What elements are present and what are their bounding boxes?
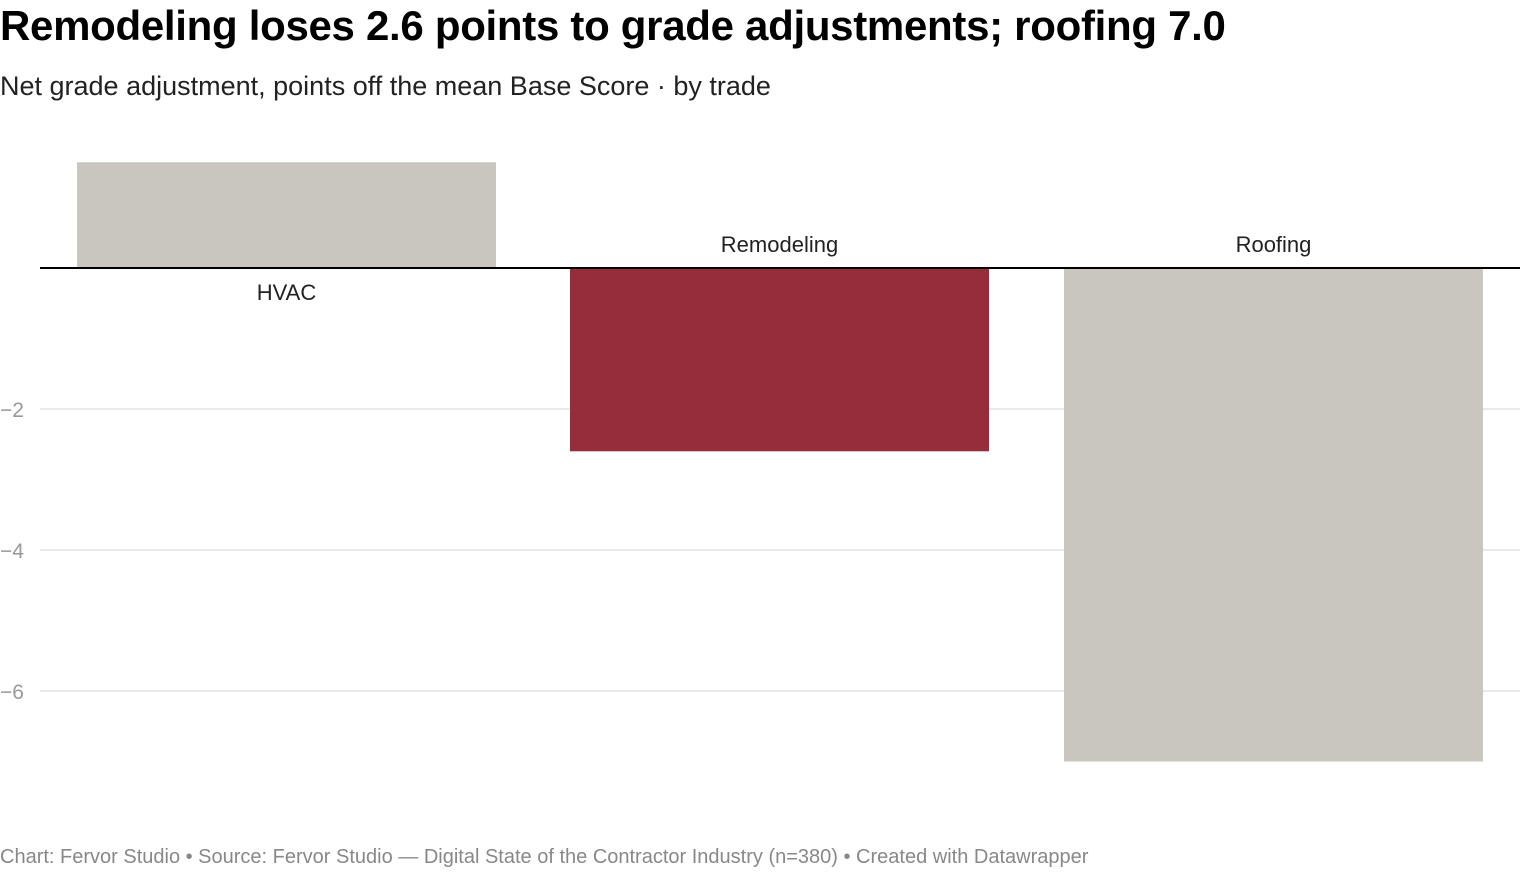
bar-label-hvac: HVAC: [257, 280, 317, 305]
y-tick-label: −6: [0, 681, 24, 704]
chart-title: Remodeling loses 2.6 points to grade adj…: [0, 2, 1226, 49]
bar-hvac: [77, 162, 496, 268]
bar-roofing: [1064, 268, 1483, 762]
bars: [77, 162, 1483, 762]
bar-label-roofing: Roofing: [1236, 232, 1312, 257]
chart-footer: Chart: Fervor Studio • Source: Fervor St…: [0, 846, 1089, 868]
y-tick-label: −2: [0, 399, 24, 422]
bar-label-remodeling: Remodeling: [721, 232, 838, 257]
bar-remodeling: [570, 268, 989, 452]
bar-labels: HVAC Remodeling Roofing: [257, 232, 1312, 305]
chart-subtitle: Net grade adjustment, points off the mea…: [0, 71, 771, 101]
y-tick-label: −4: [0, 540, 24, 563]
